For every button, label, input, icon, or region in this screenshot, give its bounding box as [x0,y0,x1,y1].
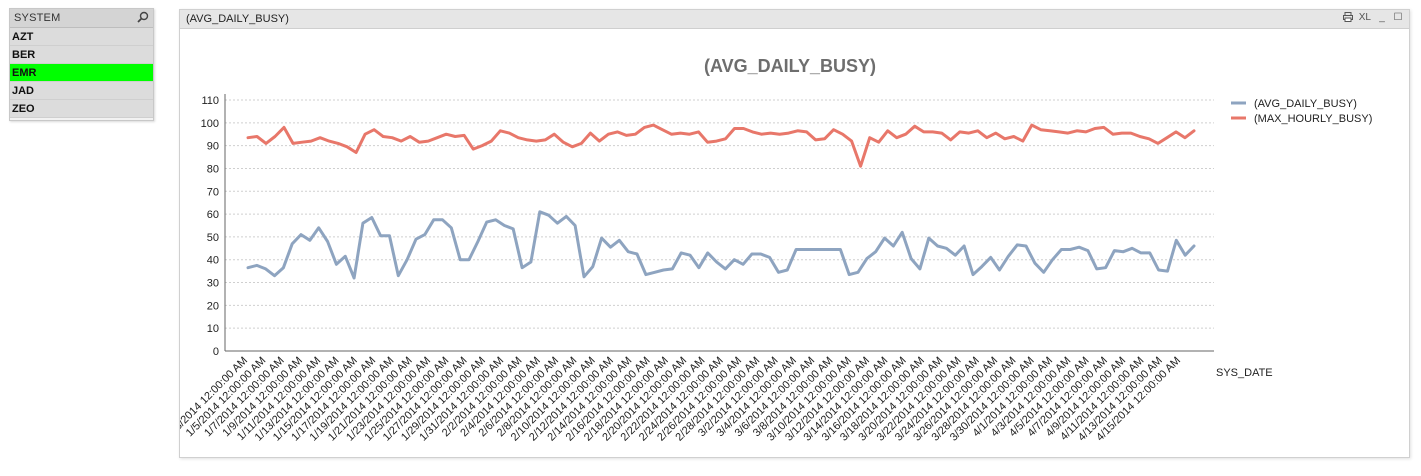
chart-caption-bar: (AVG_DAILY_BUSY) XL _ ☐ [180,10,1409,29]
search-icon[interactable] [137,11,149,23]
legend-label: (AVG_DAILY_BUSY) [1254,98,1357,110]
listbox-title: SYSTEM [14,12,61,24]
legend-label: (MAX_HOURLY_BUSY) [1254,113,1372,125]
chart-caption-title: (AVG_DAILY_BUSY) [186,13,289,25]
series-line-avg-daily-busy [246,210,1196,280]
y-tick-label: 0 [213,346,219,358]
listbox-items: AZT BER EMR JAD ZEO [10,28,153,118]
listbox-item-ber[interactable]: BER [10,46,153,64]
minimize-button[interactable]: _ [1379,12,1385,23]
print-icon[interactable] [1342,12,1353,25]
y-tick-label: 80 [207,163,219,175]
maximize-button[interactable]: ☐ [1393,12,1403,23]
line-chart: (AVG_DAILY_BUSY) 0 10 20 30 40 50 60 70 80 90 100 11… [180,56,1372,444]
listbox-item-emr[interactable]: EMR [10,64,153,82]
y-tick-label: 30 [207,278,219,290]
caption-tools: XL _ ☐ [1342,12,1403,25]
y-tick-label: 100 [201,118,219,130]
listbox-item-jad[interactable]: JAD [10,82,153,100]
y-tick-label: 50 [207,232,219,244]
y-tick-label: 10 [207,323,219,335]
y-tick-label: 90 [207,141,219,153]
system-listbox: SYSTEM AZT BER EMR JAD ZEO [9,8,154,121]
chart-object: (AVG_DAILY_BUSY) XL _ ☐ (AVG_DAILY_BUSY)… [179,9,1410,458]
y-tick-label: 70 [207,186,219,198]
chart-title: (AVG_DAILY_BUSY) [704,56,876,76]
series-line-max-hourly-busy [246,123,1196,168]
export-excel-button[interactable]: XL [1358,12,1371,23]
y-tick-label: 40 [207,255,219,267]
listbox-header: SYSTEM [10,9,153,28]
y-tick-label: 60 [207,209,219,221]
listbox-item-zeo[interactable]: ZEO [10,100,153,118]
y-tick-label: 20 [207,300,219,312]
listbox-item-azt[interactable]: AZT [10,28,153,46]
x-axis-title: SYS_DATE [1216,367,1273,379]
y-tick-label: 110 [201,95,219,107]
